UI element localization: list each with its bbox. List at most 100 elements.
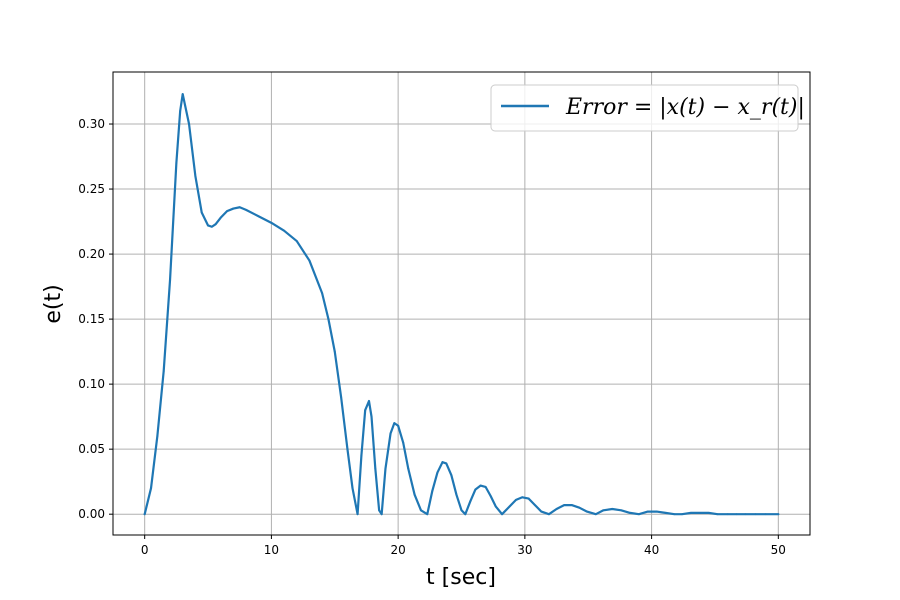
y-tick-label: 0.25: [78, 182, 105, 196]
error-data-point: [374, 467, 377, 470]
error-data-point: [308, 259, 311, 262]
y-tick-label: 0.10: [78, 377, 105, 391]
x-axis: 0 10 20 30 40 50: [141, 535, 786, 557]
error-data-point: [368, 400, 370, 402]
error-data-point: [181, 93, 184, 96]
error-data-point: [689, 511, 692, 514]
error-data-point: [402, 441, 405, 444]
y-tick-label: 0.00: [78, 507, 105, 521]
error-data-point: [380, 513, 383, 516]
error-data-point: [283, 229, 285, 232]
error-data-point: [620, 509, 623, 512]
error-data-point: [210, 225, 213, 228]
legend-box: [490, 84, 799, 132]
error-data-point: [340, 396, 343, 399]
error-data-point: [474, 488, 477, 491]
error-data-point: [169, 279, 171, 281]
error-data-point: [431, 489, 434, 492]
error-data-point: [673, 513, 676, 516]
error-data-point: [469, 500, 472, 503]
error-data-point: [397, 424, 400, 427]
grid: [113, 72, 810, 535]
error-data-point: [646, 510, 649, 513]
y-tick-label: 0.05: [78, 442, 105, 456]
error-data-point: [563, 504, 566, 506]
error-data-point: [207, 224, 209, 227]
error-data-point: [548, 513, 550, 516]
error-data-point: [179, 110, 182, 112]
plot-frame: [112, 71, 811, 536]
error-data-point: [638, 513, 640, 516]
error-data-point: [707, 511, 710, 514]
error-data-point: [570, 504, 573, 506]
error-data-point: [257, 215, 260, 218]
x-tick-label: 0: [141, 543, 149, 557]
error-data-point: [698, 511, 701, 514]
error-data-point: [150, 487, 152, 490]
y-tick-label: 0.15: [78, 312, 105, 326]
x-tick-label: 40: [644, 543, 659, 557]
error-data-point: [726, 513, 729, 516]
error-data-point: [629, 511, 631, 514]
x-tick-label: 10: [264, 543, 279, 557]
error-data-point: [555, 508, 558, 510]
error-data-point: [681, 513, 683, 516]
error-data-point: [426, 513, 429, 516]
error-data-point: [226, 210, 228, 213]
legend-entry: Error = |x(t) − x_r(t)|: [565, 95, 805, 120]
error-data-point: [346, 448, 349, 451]
error-data-point: [508, 505, 511, 508]
error-data-point: [175, 162, 178, 164]
error-data-point: [413, 493, 416, 496]
error-data-point: [460, 509, 463, 512]
error-data-point: [464, 513, 467, 516]
x-tick-label: 30: [517, 543, 532, 557]
plot-area: [113, 72, 810, 535]
error-data-point: [445, 462, 448, 465]
error-data-point: [744, 513, 747, 516]
error-data-point: [321, 292, 323, 294]
error-data-point: [455, 493, 458, 496]
error-data-point: [484, 485, 487, 488]
y-tick-label: 0.20: [78, 247, 105, 261]
series-layer: [143, 93, 780, 516]
error-data-point: [515, 498, 517, 501]
error-data-point: [479, 484, 482, 487]
error-data-point: [578, 506, 581, 509]
error-data-point: [333, 350, 336, 353]
error-data-point: [527, 497, 530, 500]
error-data-point: [735, 513, 738, 516]
error-data-point: [162, 370, 165, 373]
y-axis-label: e(t): [41, 284, 66, 323]
error-data-point: [501, 513, 503, 516]
error-data-point: [156, 435, 159, 438]
error-data-point: [494, 505, 497, 508]
error-data-point: [200, 211, 203, 214]
error-data-point: [219, 216, 222, 219]
error-data-point: [489, 495, 492, 497]
error-data-point: [238, 206, 241, 209]
y-tick-label: 0.30: [78, 117, 105, 131]
error-data-point: [664, 511, 667, 514]
x-tick-label: 50: [771, 543, 786, 557]
error-data-point: [295, 240, 298, 242]
error-data-point: [521, 496, 524, 499]
error-data-point: [602, 509, 605, 512]
error-data-point: [327, 318, 330, 321]
error-data-point: [611, 508, 614, 510]
error-data-point: [389, 432, 392, 435]
error-data-point: [777, 513, 780, 516]
error-data-point: [214, 223, 217, 226]
error-data-point: [754, 513, 757, 516]
error-data-point: [420, 509, 422, 512]
x-tick-label: 20: [390, 543, 405, 557]
legend: Error = |x(t) − x_r(t)|: [490, 84, 805, 132]
error-data-point: [245, 208, 247, 211]
error-data-point: [351, 487, 354, 490]
error-data-point: [364, 409, 367, 412]
error-data-point: [356, 513, 359, 516]
error-data-point: [764, 513, 767, 516]
error-data-point: [540, 510, 543, 513]
error-data-point: [188, 123, 190, 125]
